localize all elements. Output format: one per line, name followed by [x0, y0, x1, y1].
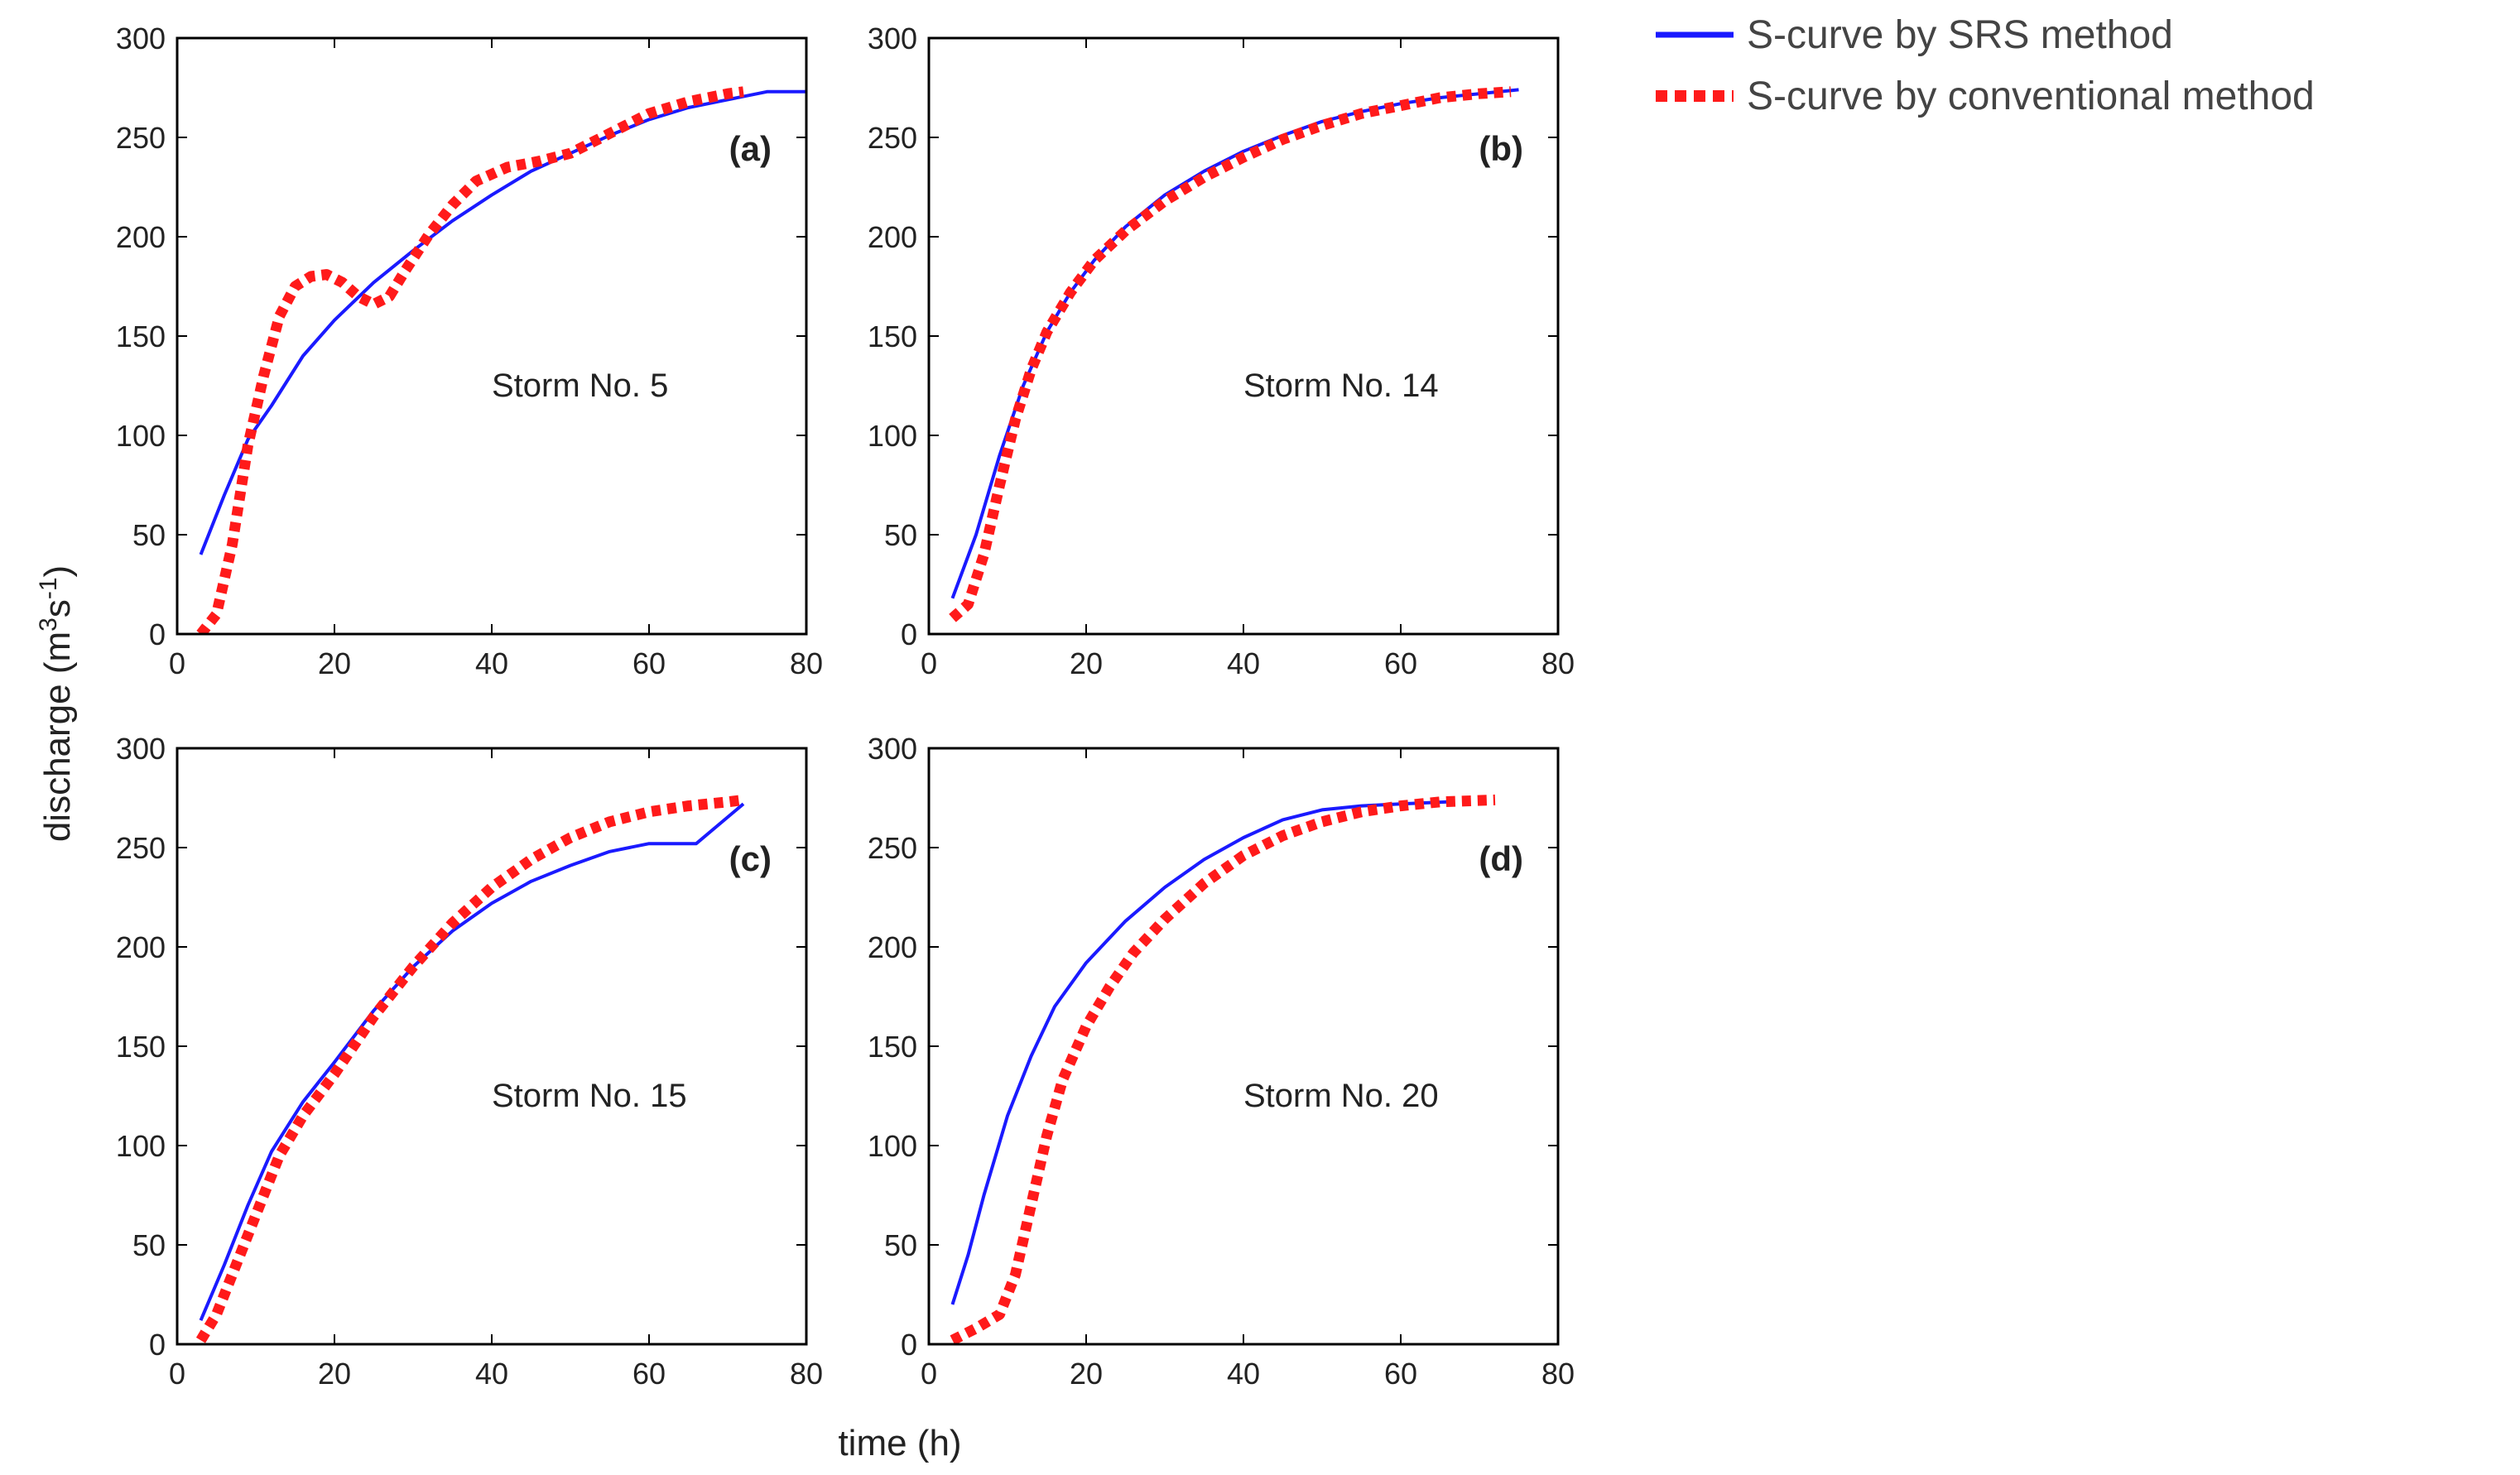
y-tick-label: 0	[149, 617, 166, 651]
storm-annotation: Storm No. 5	[492, 368, 668, 404]
x-tick-label: 80	[790, 646, 823, 680]
series-group	[949, 86, 1519, 622]
y-tick-label: 0	[901, 617, 917, 651]
y-tick-label: 200	[868, 220, 917, 254]
storm-annotation: Storm No. 15	[492, 1078, 687, 1114]
y-tick-label: 150	[116, 1030, 166, 1064]
y-tick-label: 300	[116, 22, 166, 55]
x-tick-label: 20	[1070, 646, 1103, 680]
x-tick-label: 0	[169, 1357, 185, 1391]
y-tick-label: 250	[868, 831, 917, 865]
x-tick-label: 80	[1541, 646, 1575, 680]
x-tick-label: 60	[1384, 1357, 1417, 1391]
y-tick-label: 0	[901, 1328, 917, 1362]
axes-frame	[927, 36, 1560, 636]
y-tick-label: 250	[116, 831, 166, 865]
y-tick-label: 50	[884, 518, 917, 552]
y-tick-label: 300	[868, 732, 917, 766]
y-tick-label: 250	[868, 121, 917, 155]
y-tick-label: 50	[132, 518, 166, 552]
x-tick-label: 40	[1227, 646, 1260, 680]
series-line-conventional	[949, 86, 1512, 622]
legend-srs-label: S-curve by SRS method	[1747, 13, 2173, 57]
y-tick-label: 200	[116, 930, 166, 964]
series-line-srs	[199, 89, 806, 555]
y-tick-label: 50	[884, 1228, 917, 1262]
y-tick-label: 150	[868, 1030, 917, 1064]
y-tick-label: 150	[868, 320, 917, 353]
x-tick-label: 60	[1384, 646, 1417, 680]
y-tick-label: 0	[149, 1328, 166, 1362]
y-tick-label: 100	[116, 419, 166, 453]
y-axis-label: discharge (m3s-1)	[35, 565, 78, 842]
y-tick-label: 200	[868, 930, 917, 964]
y-tick-label: 100	[868, 1129, 917, 1163]
series-line-conventional	[195, 794, 744, 1343]
axes-frame	[176, 747, 808, 1346]
series-line-conventional	[950, 794, 1496, 1344]
x-tick-label: 20	[318, 646, 351, 680]
x-tick-label: 0	[921, 646, 937, 680]
x-tick-label: 0	[169, 646, 185, 680]
x-tick-label: 60	[632, 646, 666, 680]
axes-frame	[927, 747, 1560, 1346]
legend-conventional-label: S-curve by conventional method	[1747, 74, 2315, 118]
panel-label: (b)	[1479, 129, 1523, 168]
x-tick-label: 60	[632, 1357, 666, 1391]
panel-label: (d)	[1479, 839, 1523, 878]
series-line-srs	[950, 800, 1449, 1305]
x-tick-label: 40	[1227, 1357, 1260, 1391]
y-tick-label: 100	[868, 419, 917, 453]
series-line-conventional	[196, 86, 744, 634]
series-group	[195, 794, 745, 1343]
panel-d: 0 20 40 60 80 0 50 100 150 200 250 300 (d) Storm No. …	[868, 732, 1575, 1391]
x-axis-label: time (h)	[838, 1423, 961, 1463]
series-line-srs	[199, 802, 745, 1321]
x-tick-label: 80	[790, 1357, 823, 1391]
y-tick-label: 300	[116, 732, 166, 766]
storm-annotation: Storm No. 20	[1243, 1078, 1439, 1114]
panel-label: (c)	[729, 839, 772, 878]
x-tick-label: 80	[1541, 1357, 1575, 1391]
series-group	[196, 86, 806, 634]
y-tick-label: 50	[132, 1228, 166, 1262]
y-tick-label: 150	[116, 320, 166, 353]
x-tick-label: 0	[921, 1357, 937, 1391]
y-tick-label: 100	[116, 1129, 166, 1163]
y-tick-label: 200	[116, 220, 166, 254]
x-tick-label: 20	[1070, 1357, 1103, 1391]
x-tick-label: 40	[475, 1357, 508, 1391]
y-tick-label: 300	[868, 22, 917, 55]
x-tick-label: 20	[318, 1357, 351, 1391]
y-tick-label: 250	[116, 121, 166, 155]
panel-a: 0 20 40 60 80 0 50 100 150 200 250 300 (a) Storm No. …	[116, 22, 823, 680]
legend: S-curve by SRS method S-curve by convent…	[1656, 13, 2315, 118]
panel-b: 0 20 40 60 80 0 50 100 150 200 250 300 (b) Storm No. …	[868, 22, 1575, 680]
panel-c: 0 20 40 60 80 0 50 100 150 200 250 300 (c) Storm No. …	[116, 732, 823, 1391]
panel-label: (a)	[729, 129, 772, 168]
x-tick-label: 40	[475, 646, 508, 680]
storm-annotation: Storm No. 14	[1243, 368, 1439, 404]
series-group	[950, 794, 1496, 1344]
axes-frame	[176, 36, 808, 636]
